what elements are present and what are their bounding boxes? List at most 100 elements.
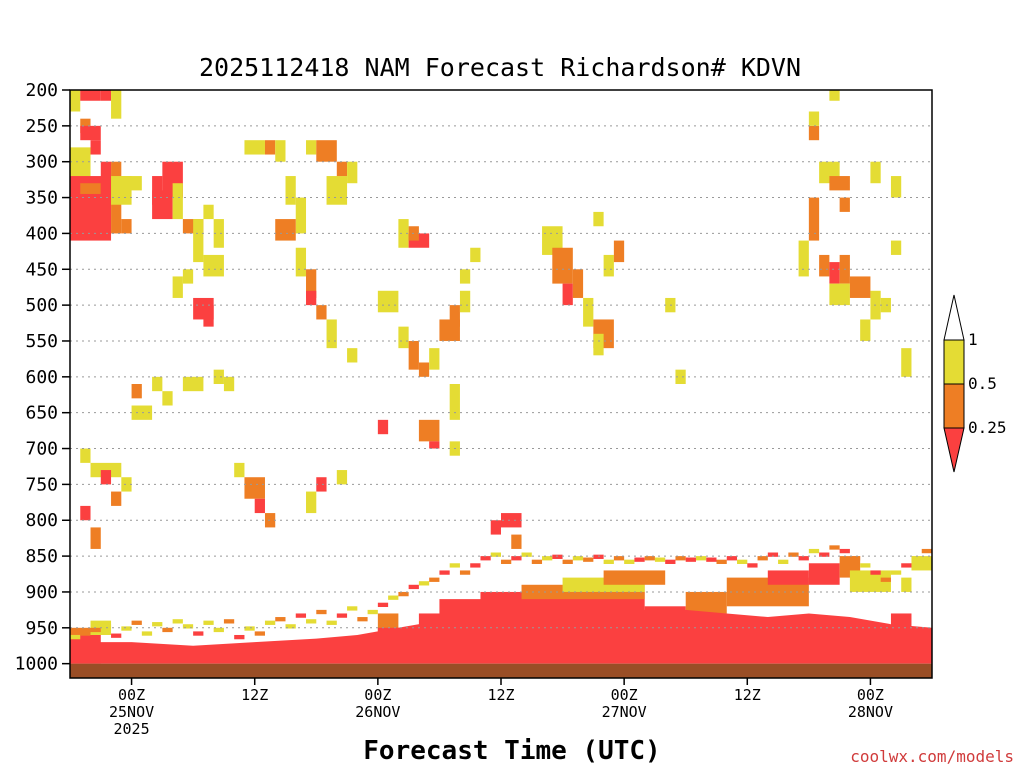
heatmap-cell — [808, 125, 820, 141]
heatmap-cell — [80, 448, 91, 463]
heatmap-cell — [675, 369, 686, 384]
heatmap-cell — [490, 552, 501, 557]
heatmap-cell — [593, 554, 604, 559]
heatmap-cell — [244, 626, 255, 631]
heatmap-cell — [757, 556, 768, 561]
heatmap-cell — [264, 140, 276, 155]
heatmap-cell — [70, 634, 81, 640]
heatmap-cell — [275, 219, 296, 241]
heatmap-cell — [603, 254, 614, 277]
heatmap-cell — [439, 570, 450, 575]
credit-text: coolwx.com/models — [850, 747, 1014, 766]
heatmap-cell — [480, 556, 491, 561]
y-tick-label: 650 — [25, 403, 58, 424]
heatmap-cell — [449, 384, 460, 420]
heatmap-cell — [295, 247, 307, 277]
heatmap-cell — [131, 620, 142, 625]
x-tick-label: 2025 — [114, 720, 150, 738]
heatmap-cell — [326, 176, 348, 205]
heatmap-cell — [70, 90, 81, 112]
heatmap-cell — [870, 570, 881, 575]
heatmap-cell — [418, 362, 430, 377]
y-tick-label: 950 — [25, 618, 58, 639]
heatmap-cell — [367, 609, 378, 615]
x-tick-label: 00Z — [611, 686, 638, 704]
heatmap-cell — [275, 617, 286, 622]
heatmap-cell — [223, 376, 235, 392]
heatmap-cell — [890, 240, 902, 255]
heatmap-cell — [254, 498, 265, 514]
heatmap-cell — [849, 570, 891, 592]
heatmap-cell — [685, 591, 727, 614]
y-tick-label: 700 — [25, 439, 58, 460]
heatmap-cell — [767, 570, 809, 585]
heatmap-cell — [562, 283, 573, 306]
heatmap-cell — [152, 622, 163, 627]
heatmap-cell — [572, 556, 584, 561]
heatmap-cell — [121, 176, 142, 191]
heatmap-cell — [295, 613, 307, 618]
heatmap-cell — [223, 619, 235, 624]
colorbar-segment — [943, 383, 965, 429]
heatmap-cell — [911, 556, 922, 561]
heatmap-cell — [634, 557, 645, 562]
y-tick-label: 350 — [25, 188, 58, 209]
heatmap-cell — [131, 405, 153, 420]
heatmap-cell — [357, 617, 368, 622]
heatmap-cell — [306, 269, 317, 298]
heatmap-cell — [326, 319, 337, 349]
heatmap-cell — [552, 554, 563, 559]
heatmap-cell — [408, 340, 419, 370]
heatmap-cell — [203, 254, 224, 277]
heatmap-cell — [726, 556, 738, 561]
colorbar-arrow-top — [943, 294, 965, 341]
heatmap-cell — [798, 240, 809, 277]
heatmap-cell — [336, 613, 348, 618]
heatmap-cell — [459, 570, 471, 575]
heatmap-cell — [100, 161, 112, 205]
heatmap-cell — [264, 620, 276, 625]
heatmap-cell — [808, 111, 820, 126]
heatmap-cell — [244, 477, 265, 499]
x-tick-label: 26NOV — [355, 703, 400, 721]
x-tick-label: 00Z — [118, 686, 145, 704]
heatmap-cell — [254, 631, 265, 636]
heatmap-cell — [654, 557, 666, 562]
x-tick-label: 12Z — [487, 686, 514, 704]
heatmap-cell — [306, 140, 317, 155]
heatmap-cell — [418, 419, 440, 442]
heatmap-cell — [295, 197, 307, 234]
heatmap-cell — [511, 556, 522, 561]
heatmap-cell — [234, 462, 245, 478]
heatmap-cell — [316, 140, 337, 162]
heatmap-cell — [213, 369, 224, 384]
heatmap-cell — [377, 290, 399, 313]
heatmap-cell — [870, 161, 881, 184]
heatmap-cell — [203, 305, 214, 327]
heatmap-cell — [316, 477, 327, 492]
heatmap-cell — [459, 290, 471, 313]
heatmap-cell — [583, 297, 594, 327]
heatmap-cell — [829, 176, 850, 191]
heatmap-cell — [429, 577, 440, 582]
y-tick-label: 750 — [25, 474, 58, 495]
y-tick-label: 600 — [25, 367, 58, 388]
heatmap-cell — [172, 619, 183, 624]
heatmap-cell — [336, 470, 348, 485]
heatmap-cell — [306, 290, 317, 306]
heatmap-cell — [767, 552, 779, 557]
heatmap-cell — [583, 557, 594, 562]
heatmap-cell — [100, 90, 112, 101]
heatmap-cell — [808, 563, 840, 585]
heatmap-cell — [572, 269, 584, 298]
heatmap-cell — [234, 634, 245, 640]
x-tick-label: 27NOV — [602, 703, 647, 721]
heatmap-cell — [111, 90, 122, 119]
heatmap-cell — [860, 319, 871, 341]
heatmap-cell — [737, 559, 748, 564]
heatmap-cell — [603, 570, 666, 585]
heatmap-cell — [685, 557, 696, 562]
colorbar-arrow-bottom — [943, 427, 965, 473]
heatmap-cell — [90, 627, 101, 633]
heatmap-cell — [264, 513, 276, 528]
